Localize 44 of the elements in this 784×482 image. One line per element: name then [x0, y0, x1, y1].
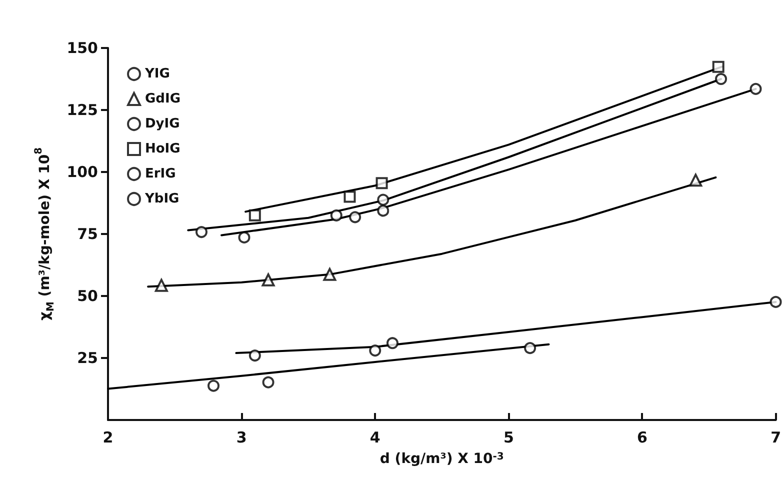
point — [248, 209, 261, 222]
x-tick-label: 5 — [503, 428, 514, 446]
point — [196, 226, 208, 238]
x-tick-label: 3 — [236, 428, 247, 446]
legend-label: GdIG — [145, 92, 180, 106]
point — [770, 296, 782, 308]
point — [376, 177, 388, 190]
point — [154, 278, 168, 292]
point — [330, 209, 342, 222]
x-tick-label: 7 — [770, 428, 781, 446]
point — [689, 174, 702, 187]
line-series — [147, 176, 717, 288]
y-tick-label: 75 — [77, 225, 98, 243]
legend-label: DyIG — [145, 116, 180, 132]
y-tick-label: 100 — [66, 163, 98, 181]
x-tick-label: 4 — [370, 428, 380, 446]
point — [208, 380, 220, 392]
point — [369, 344, 382, 357]
legend-label: HoIG — [145, 142, 180, 156]
x-tick-label: 6 — [637, 428, 648, 446]
point — [262, 273, 275, 286]
point — [238, 231, 250, 244]
line-series — [107, 343, 550, 390]
y-tick-label: 25 — [77, 349, 98, 367]
y-tick-label: 150 — [66, 39, 98, 57]
point — [323, 268, 336, 281]
point — [344, 190, 356, 203]
legend-label: YbIG — [144, 192, 180, 206]
point — [262, 376, 274, 388]
x-tick-label: 2 — [102, 428, 114, 446]
point — [524, 342, 536, 354]
point — [248, 350, 261, 362]
point — [377, 194, 390, 206]
y-axis-title: χM (m³/kg-mole) X 108 — [33, 147, 56, 321]
legend-label: ErIG — [145, 166, 176, 182]
point — [712, 60, 724, 73]
point — [386, 337, 398, 350]
y-tick-label: 50 — [77, 287, 98, 305]
point — [715, 73, 728, 85]
point — [750, 82, 762, 95]
y-tick-label: 125 — [66, 101, 98, 119]
point — [349, 211, 362, 224]
point — [377, 204, 390, 217]
legend-label: YIG — [144, 66, 170, 82]
